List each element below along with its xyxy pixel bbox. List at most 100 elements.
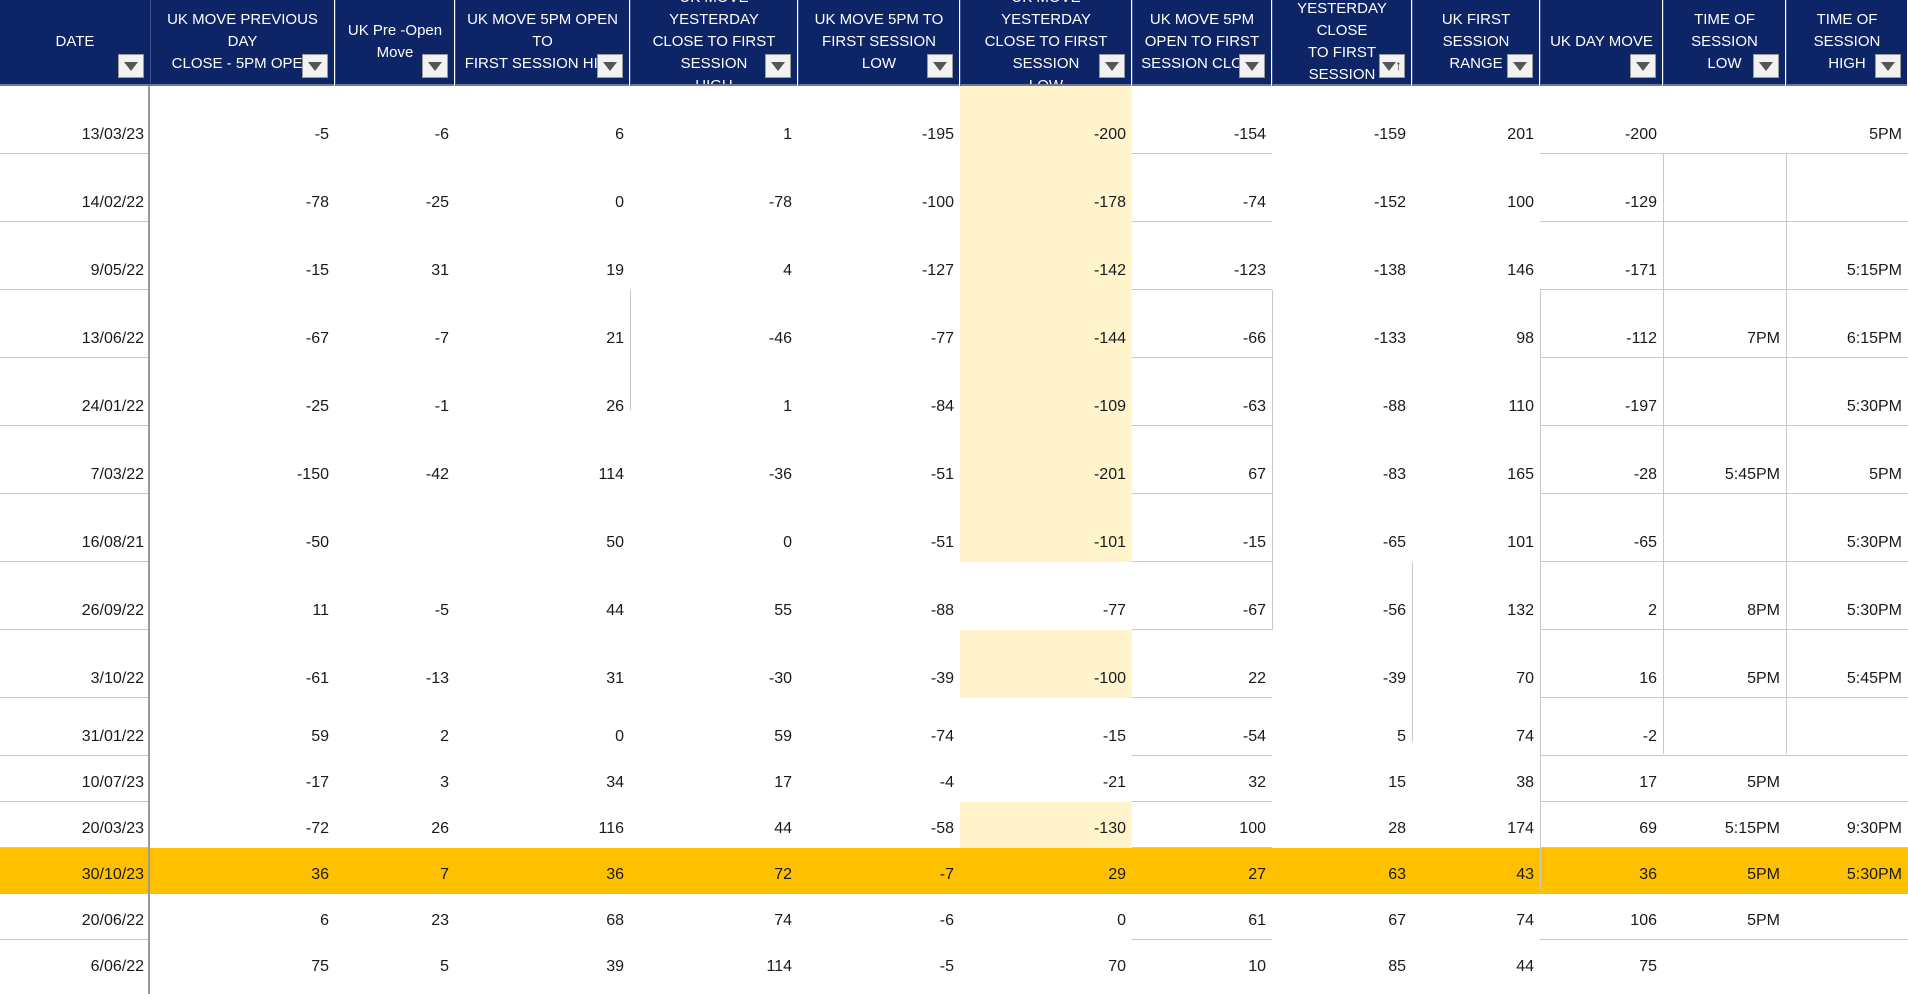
cell-yest-close-first-close[interactable]: -88 <box>1382 398 1406 415</box>
highlighted-table-row[interactable]: 30/10/23 36 7 36 72 -7 29 27 63 43 36 5PM 5:30PM <box>0 848 1908 894</box>
cell-open5-first-high[interactable]: 39 <box>606 958 624 975</box>
cell-open5-first-high[interactable]: 44 <box>606 602 624 619</box>
cell-time-session-low[interactable]: 5PM <box>1747 912 1780 929</box>
cell-date[interactable]: 31/01/22 <box>81 728 144 745</box>
cell-yest-close-first-high[interactable]: -30 <box>768 670 792 687</box>
cell-day-move[interactable]: -200 <box>1624 126 1657 143</box>
filter-dropdown-icon[interactable] <box>1099 54 1125 78</box>
cell-yest-close-first-high[interactable]: 1 <box>783 126 792 143</box>
cell-day-move[interactable]: -112 <box>1626 330 1657 347</box>
table-row[interactable]: 13/06/22 -67 -7 21 -46 -77 -144 -66 -133 98 -112 7P… <box>0 290 1908 358</box>
cell-time-session-high[interactable]: 5:30PM <box>1846 866 1902 883</box>
cell-time-session-low[interactable]: 8PM <box>1747 602 1780 619</box>
cell-date[interactable]: 20/03/23 <box>81 820 144 837</box>
cell-pre-open[interactable]: -13 <box>425 670 449 687</box>
column-header-yest-close-first-close[interactable]: UK MOVE YESTERDAY CLOSE TO FIRST SESSION… <box>1272 0 1411 86</box>
table-row[interactable]: 7/03/22 -150 -42 114 -36 -51 -201 67 -83 165 -28 5:… <box>0 426 1908 494</box>
cell-yest-close-first-high[interactable]: 4 <box>783 262 792 279</box>
filter-dropdown-icon[interactable] <box>597 54 623 78</box>
cell-yest-close-first-low[interactable]: -144 <box>1093 330 1126 347</box>
cell-open5-first-close[interactable]: 27 <box>1248 866 1266 883</box>
cell-day-move[interactable]: -129 <box>1624 194 1657 211</box>
table-row[interactable]: 26/09/22 11 -5 44 55 -88 -77 -67 -56 132 2 8PM 5:30P… <box>0 562 1908 630</box>
cell-date[interactable]: 9/05/22 <box>90 262 144 279</box>
cell-day-move[interactable]: 106 <box>1630 912 1657 929</box>
cell-time-session-high[interactable] <box>1786 756 1908 802</box>
cell-prev-close-5pm-open[interactable]: -72 <box>305 820 329 837</box>
cell-pre-open[interactable]: 31 <box>431 262 449 279</box>
cell-prev-close-5pm-open[interactable]: -61 <box>305 670 329 687</box>
filter-dropdown-icon[interactable] <box>765 54 791 78</box>
cell-open5-first-high[interactable]: 34 <box>606 774 624 791</box>
cell-open5-first-low[interactable]: -5 <box>939 958 954 975</box>
cell-open5-first-close[interactable]: 61 <box>1248 912 1266 929</box>
cell-open5-first-close[interactable]: -67 <box>1242 602 1266 619</box>
cell-open5-first-high[interactable]: 116 <box>598 820 624 837</box>
column-header-first-session-range[interactable]: UK FIRST SESSION RANGE <box>1412 0 1539 86</box>
cell-date[interactable]: 20/06/22 <box>81 912 144 929</box>
cell-yest-close-first-high[interactable]: 72 <box>774 866 792 883</box>
table-row[interactable]: 14/02/22 -78 -25 0 -78 -100 -178 -74 -152 100 -129 <box>0 154 1908 222</box>
column-header-time-session-high[interactable]: TIME OF SESSION HIGH <box>1786 0 1907 86</box>
filter-dropdown-icon[interactable] <box>422 54 448 78</box>
cell-day-move[interactable]: -171 <box>1624 262 1657 279</box>
cell-open5-first-close[interactable]: -123 <box>1233 262 1266 279</box>
cell-yest-close-first-close[interactable]: -138 <box>1373 262 1406 279</box>
cell-time-session-low[interactable] <box>1663 222 1786 290</box>
cell-yest-close-first-close[interactable]: 85 <box>1388 958 1406 975</box>
table-row[interactable]: 31/01/22 59 2 0 59 -74 -15 -54 5 74 -2 <box>0 698 1908 756</box>
filter-dropdown-icon[interactable] <box>1630 54 1656 78</box>
column-header-yest-close-first-high[interactable]: UK MOVE YESTERDAY CLOSE TO FIRST SESSION… <box>630 0 797 86</box>
cell-open5-first-low[interactable]: -4 <box>939 774 954 791</box>
cell-date[interactable]: 3/10/22 <box>90 670 144 687</box>
cell-open5-first-close[interactable]: -154 <box>1233 126 1266 143</box>
table-row[interactable]: 10/07/23 -17 3 34 17 -4 -21 32 15 38 17 5PM <box>0 756 1908 802</box>
cell-first-session-range[interactable]: 174 <box>1507 820 1534 837</box>
table-row[interactable]: 20/06/22 6 23 68 74 -6 0 61 67 74 106 5PM <box>0 894 1908 940</box>
column-header-time-session-low[interactable]: TIME OF SESSION LOW <box>1663 0 1785 86</box>
cell-time-session-high[interactable]: 5:45PM <box>1846 670 1902 687</box>
cell-time-session-low[interactable] <box>1663 494 1786 562</box>
table-row[interactable]: 3/10/22 -61 -13 31 -30 -39 -100 22 -39 70 16 5PM 5:4… <box>0 630 1908 698</box>
cell-yest-close-first-low[interactable]: -130 <box>1093 820 1126 837</box>
cell-day-move[interactable]: 75 <box>1639 958 1657 975</box>
cell-pre-open[interactable]: -7 <box>434 330 449 347</box>
table-row[interactable]: 13/03/23 -5 -6 6 1 -195 -200 -154 -159 201 -200 5PM <box>0 86 1908 154</box>
cell-first-session-range[interactable]: 44 <box>1516 958 1534 975</box>
cell-prev-close-5pm-open[interactable]: 36 <box>311 866 329 883</box>
filter-dropdown-icon[interactable] <box>1875 54 1901 78</box>
cell-time-session-low[interactable] <box>1663 940 1786 986</box>
cell-yest-close-first-high[interactable]: 44 <box>774 820 792 837</box>
cell-time-session-high[interactable] <box>1786 154 1908 222</box>
cell-open5-first-low[interactable]: -51 <box>930 534 954 551</box>
cell-open5-first-close[interactable]: -74 <box>1242 194 1266 211</box>
cell-yest-close-first-close[interactable]: 67 <box>1388 912 1406 929</box>
cell-open5-first-low[interactable]: -6 <box>939 912 954 929</box>
cell-yest-close-first-low[interactable]: -100 <box>1093 670 1126 687</box>
cell-open5-first-close[interactable]: -63 <box>1242 398 1266 415</box>
cell-open5-first-high[interactable]: 68 <box>606 912 624 929</box>
cell-prev-close-5pm-open[interactable]: 59 <box>311 728 329 745</box>
cell-yest-close-first-close[interactable]: 5 <box>1397 728 1406 745</box>
cell-prev-close-5pm-open[interactable]: 75 <box>311 958 329 975</box>
cell-open5-first-close[interactable]: 10 <box>1248 958 1266 975</box>
cell-yest-close-first-high[interactable]: 17 <box>774 774 792 791</box>
cell-pre-open[interactable]: 3 <box>440 774 449 791</box>
column-header-date[interactable]: DATE <box>0 0 150 86</box>
cell-first-session-range[interactable]: 110 <box>1508 398 1534 415</box>
cell-day-move[interactable]: 2 <box>1648 602 1657 619</box>
cell-yest-close-first-close[interactable]: -56 <box>1382 602 1406 619</box>
cell-prev-close-5pm-open[interactable]: -150 <box>296 466 329 483</box>
cell-open5-first-close[interactable]: -54 <box>1242 728 1266 745</box>
cell-time-session-high[interactable]: 5PM <box>1869 466 1902 483</box>
cell-first-session-range[interactable]: 74 <box>1516 912 1534 929</box>
cell-open5-first-high[interactable]: 0 <box>615 194 624 211</box>
cell-time-session-low[interactable]: 5PM <box>1747 670 1780 687</box>
cell-open5-first-high[interactable]: 50 <box>606 534 624 551</box>
cell-yest-close-first-low[interactable]: -21 <box>1102 774 1126 791</box>
cell-yest-close-first-high[interactable]: -36 <box>768 466 792 483</box>
table-row[interactable]: 9/05/22 -15 31 19 4 -127 -142 -123 -138 146 -171 5:… <box>0 222 1908 290</box>
cell-day-move[interactable]: -2 <box>1642 728 1657 745</box>
cell-time-session-high[interactable]: 6:15PM <box>1846 330 1902 347</box>
cell-prev-close-5pm-open[interactable]: -78 <box>305 194 329 211</box>
